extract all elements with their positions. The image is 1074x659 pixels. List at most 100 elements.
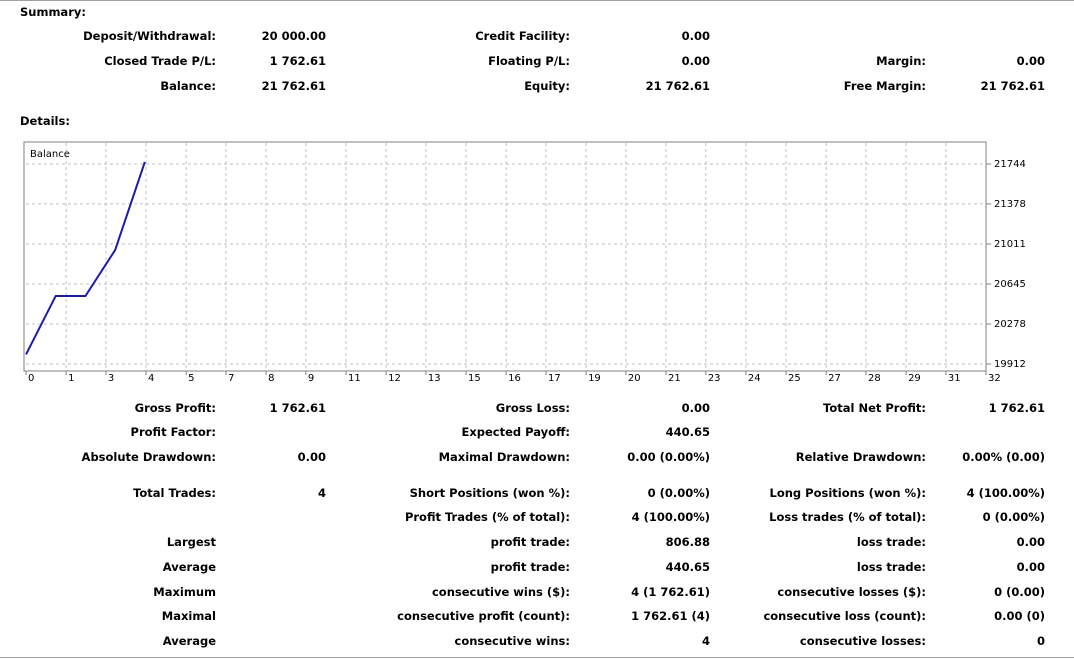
cell: 0.00: [1016, 535, 1045, 549]
x-tick-label: 29: [908, 373, 921, 384]
x-tick-label: 19: [588, 373, 601, 384]
cell: 1 762.61: [269, 401, 326, 415]
cell: profit trade:: [490, 535, 570, 549]
cell: Long Positions (won %):: [769, 486, 927, 500]
cell: Average: [162, 634, 216, 648]
x-tick-label: 8: [268, 373, 274, 384]
cell: Maximal Drawdown:: [438, 450, 570, 464]
cell: Floating P/L:: [488, 54, 570, 68]
cell: Absolute Drawdown:: [81, 450, 216, 464]
cell: 0 (0.00): [994, 585, 1045, 599]
y-tick-label: 20278: [994, 319, 1026, 330]
cell: 1 762.61 (4): [631, 609, 710, 623]
cell: Total Net Profit:: [823, 401, 926, 415]
y-tick-label: 20645: [994, 279, 1026, 290]
section-title: Summary:: [20, 5, 86, 19]
y-tick-label: 19912: [994, 359, 1026, 370]
cell: Short Positions (won %):: [409, 486, 570, 500]
x-tick-label: 25: [788, 373, 801, 384]
cell: Profit Factor:: [130, 425, 216, 439]
cell: Margin:: [876, 54, 926, 68]
cell: 4 (100.00%): [966, 486, 1045, 500]
cell: profit trade:: [490, 560, 570, 574]
x-tick-label: 20: [628, 373, 641, 384]
x-tick-label: 27: [828, 373, 841, 384]
x-tick-label: 5: [188, 373, 194, 384]
cell: Largest: [166, 535, 216, 549]
cell: 0.00 (0): [994, 609, 1045, 623]
cell: consecutive profit (count):: [397, 609, 570, 623]
cell: consecutive losses ($):: [777, 585, 926, 599]
y-tick-label: 21744: [994, 159, 1026, 170]
cell: loss trade:: [856, 535, 926, 549]
cell: 1 762.61: [988, 401, 1045, 415]
cell: 20 000.00: [261, 29, 326, 43]
x-tick-label: 3: [108, 373, 114, 384]
cell: 806.88: [665, 535, 710, 549]
cell: Relative Drawdown:: [795, 450, 926, 464]
cell: 0.00: [681, 54, 710, 68]
x-tick-label: 16: [508, 373, 521, 384]
cell: 0 (0.00%): [647, 486, 710, 500]
section-title: Details:: [20, 114, 70, 128]
balance-chart: 0 1 3 4 5 7 8 9 11 12 13 15 16 17 19 20 21 23 24 25 27 28 29 31…: [23, 141, 1026, 384]
plot-area: [23, 141, 987, 372]
cell: Expected Payoff:: [461, 425, 571, 439]
x-tick-label: 0: [28, 373, 34, 384]
cell: 1 762.61: [269, 54, 326, 68]
x-tick-label: 32: [988, 373, 1001, 384]
cell: consecutive wins:: [454, 634, 571, 648]
cell: Balance:: [160, 79, 216, 93]
cell: 0.00: [681, 29, 710, 43]
cell: 4 (100.00%): [631, 510, 710, 524]
x-tick-label: 21: [668, 373, 681, 384]
x-tick-label: 24: [748, 373, 761, 384]
cell: 0.00: [1016, 54, 1045, 68]
x-tick-label: 13: [428, 373, 441, 384]
cell: Closed Trade P/L:: [104, 54, 216, 68]
cell: consecutive losses:: [799, 634, 926, 648]
cell: 440.65: [665, 425, 710, 439]
cell: 0.00% (0.00): [962, 450, 1045, 464]
cell: Average: [162, 560, 216, 574]
x-tick-label: 11: [348, 373, 361, 384]
x-tick-label: 15: [468, 373, 481, 384]
cell: Loss trades (% of total):: [769, 510, 926, 524]
x-tick-label: 28: [868, 373, 881, 384]
x-tick-label: 7: [228, 373, 234, 384]
cell: consecutive loss (count):: [763, 609, 926, 623]
cell: Maximal: [161, 609, 216, 623]
cell: 0.00: [1016, 560, 1045, 574]
cell: 0.00: [681, 401, 710, 415]
cell: Maximum: [153, 585, 216, 599]
x-tick-label: 9: [308, 373, 314, 384]
x-tick-label: 4: [148, 373, 154, 384]
cell: 0: [1036, 634, 1045, 648]
legend-label: Balance: [30, 149, 70, 160]
cell: Gross Profit:: [134, 401, 216, 415]
cell: Deposit/Withdrawal:: [83, 29, 216, 43]
balance-line: [25, 161, 146, 355]
cell: 440.65: [665, 560, 710, 574]
cell: consecutive wins ($):: [431, 585, 570, 599]
cell: 4 (1 762.61): [631, 585, 710, 599]
x-tick-label: 17: [548, 373, 561, 384]
x-tick-label: 23: [708, 373, 721, 384]
cell: 21 762.61: [980, 79, 1045, 93]
cell: Free Margin:: [843, 79, 926, 93]
x-tick-label: 31: [948, 373, 961, 384]
cell: loss trade:: [856, 560, 926, 574]
x-tick-label: 12: [388, 373, 401, 384]
cell: 0 (0.00%): [982, 510, 1045, 524]
x-tick-label: 1: [68, 373, 74, 384]
cell: 21 762.61: [645, 79, 710, 93]
cell: Profit Trades (% of total):: [404, 510, 570, 524]
y-tick-label: 21378: [994, 199, 1026, 210]
cell: Credit Facility:: [475, 29, 570, 43]
cell: Gross Loss:: [495, 401, 570, 415]
cell: 0.00: [297, 450, 326, 464]
cell: Total Trades:: [133, 486, 216, 500]
cell: 21 762.61: [261, 79, 326, 93]
cell: 4: [317, 486, 326, 500]
